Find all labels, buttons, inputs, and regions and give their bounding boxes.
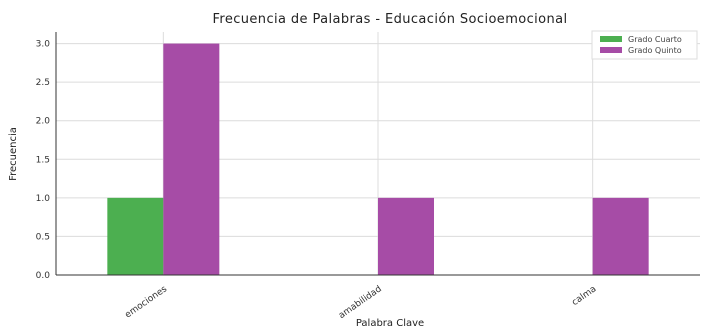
y-tick-label: 0.0 [36, 271, 51, 281]
y-axis-label: Frecuencia [8, 127, 19, 181]
y-tick-label: 2.5 [36, 78, 50, 88]
legend-box [591, 30, 698, 60]
y-tick-label: 1.0 [36, 194, 51, 204]
chart-title: Frecuencia de Palabras - Educación Socio… [212, 12, 567, 27]
x-tick-label: calma [570, 284, 598, 308]
legend-swatch-grado-cuarto [600, 36, 622, 42]
bars [107, 43, 649, 276]
y-tick-label: 3.0 [36, 40, 51, 50]
axes [55, 32, 700, 276]
bar-amabilidad-grado-quinto [378, 197, 434, 275]
y-tick-label: 1.5 [36, 155, 50, 165]
y-tick-label: 2.0 [36, 117, 51, 127]
legend-label-grado-quinto: Grado Quinto [628, 46, 682, 55]
bar-emociones-grado-quinto [163, 43, 220, 276]
x-tick-label: amabilidad [337, 284, 384, 321]
legend-swatch-grado-quinto [600, 47, 622, 53]
x-tick-labels: emociones amabilidad calma [123, 284, 598, 321]
x-tick-label: emociones [123, 284, 169, 320]
bar-calma-grado-quinto [592, 197, 649, 275]
y-tick-labels: 0.0 0.5 1.0 1.5 2.0 2.5 3.0 [36, 40, 51, 281]
bar-emociones-grado-cuarto [107, 197, 164, 275]
y-tick-label: 0.5 [36, 232, 50, 242]
legend-label-grado-cuarto: Grado Cuarto [628, 35, 682, 44]
x-axis-label: Palabra Clave [356, 318, 424, 329]
legend: Grado Cuarto Grado Quinto [591, 30, 698, 60]
